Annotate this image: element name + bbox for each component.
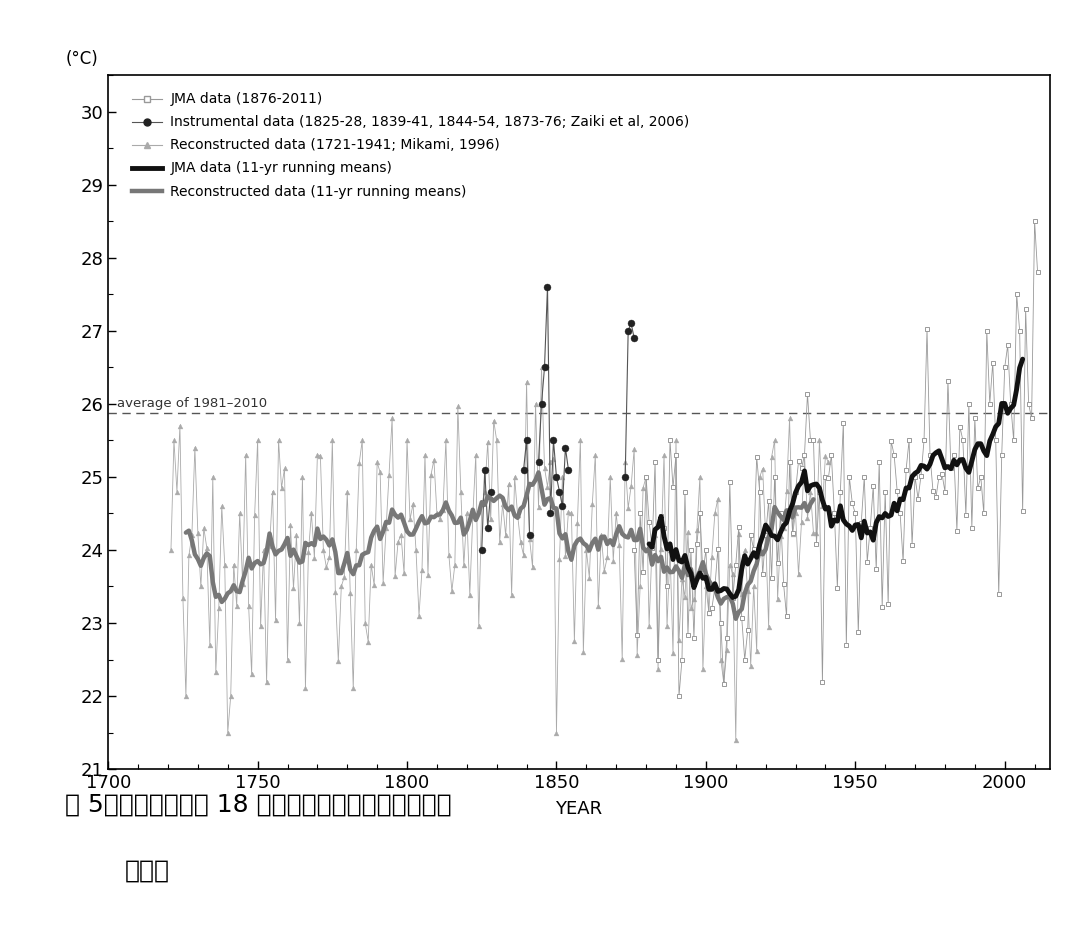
Text: (°C): (°C): [66, 50, 98, 68]
X-axis label: YEAR: YEAR: [555, 800, 603, 818]
Text: average of 1981–2010: average of 1981–2010: [117, 397, 267, 410]
Text: 変化．: 変化．: [124, 858, 170, 883]
Text: 図 5　東京における 18 世紀以降の７月の平均気温の: 図 5 東京における 18 世紀以降の７月の平均気温の: [65, 793, 451, 817]
Legend: JMA data (1876-2011), Instrumental data (1825-28, 1839-41, 1844-54, 1873-76; Zai: JMA data (1876-2011), Instrumental data …: [124, 85, 697, 205]
